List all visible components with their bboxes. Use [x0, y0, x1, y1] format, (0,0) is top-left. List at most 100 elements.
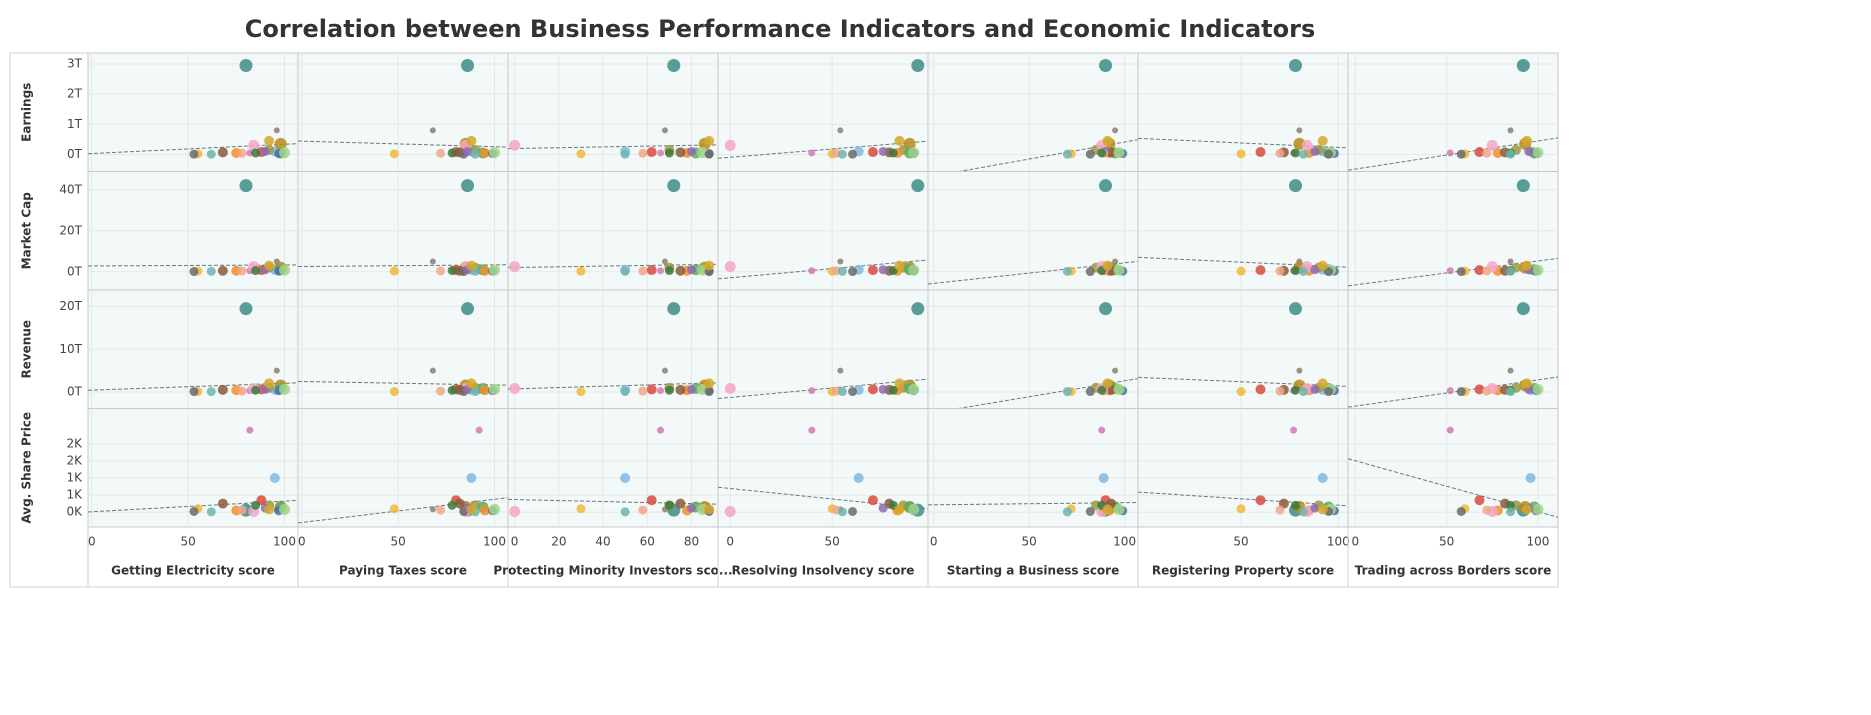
point — [436, 505, 446, 515]
point — [489, 383, 501, 395]
point — [704, 149, 714, 159]
point — [1506, 387, 1516, 397]
trend-line — [1138, 256, 1348, 268]
point — [1112, 258, 1119, 265]
trend-line — [508, 263, 718, 269]
point — [675, 147, 686, 158]
point — [1236, 504, 1246, 514]
point — [1446, 267, 1454, 275]
point — [436, 148, 446, 158]
point — [1102, 135, 1113, 146]
point — [704, 504, 715, 515]
point — [1255, 265, 1266, 276]
point — [638, 266, 648, 276]
point — [620, 507, 630, 517]
point — [848, 506, 858, 516]
point — [911, 302, 925, 316]
point — [264, 504, 275, 515]
point — [878, 384, 888, 394]
point — [246, 426, 254, 434]
x-tick-label: 50 — [1022, 535, 1037, 549]
panel — [297, 171, 509, 291]
point — [1236, 266, 1246, 276]
point — [1298, 149, 1308, 159]
point — [1102, 260, 1113, 271]
point — [470, 387, 480, 397]
point — [447, 385, 457, 395]
point — [1482, 148, 1492, 158]
point — [704, 387, 714, 397]
trend-line — [1138, 137, 1348, 149]
point — [1298, 387, 1308, 397]
point — [206, 507, 216, 517]
x-tick-label: 0 — [298, 535, 306, 549]
point — [704, 260, 715, 271]
point — [1099, 179, 1113, 193]
panel — [717, 289, 929, 409]
x-axis-title: Resolving Insolvency score — [732, 564, 915, 578]
chart-title: Correlation between Business Performance… — [245, 15, 1316, 43]
panel — [927, 52, 1139, 172]
point — [217, 384, 228, 395]
point — [475, 426, 483, 434]
point — [1236, 149, 1246, 159]
point — [461, 302, 475, 316]
point — [1098, 473, 1109, 483]
point — [837, 266, 847, 276]
x-axis-title: Paying Taxes score — [339, 564, 467, 578]
point — [1506, 500, 1516, 510]
trend-line — [718, 378, 928, 400]
point — [911, 59, 925, 73]
point — [217, 265, 228, 276]
point — [908, 147, 920, 159]
point — [479, 385, 490, 396]
point — [908, 503, 920, 515]
x-tick-label: 100 — [483, 535, 506, 549]
panel — [1137, 289, 1349, 409]
point — [1298, 507, 1308, 517]
point — [848, 267, 858, 277]
panel — [507, 171, 719, 291]
x-axis-title: Protecting Minority Investors sco... — [493, 564, 732, 578]
x-tick-label: 0 — [930, 535, 938, 549]
point — [704, 378, 715, 389]
row-label: Earnings — [20, 83, 34, 142]
point — [389, 266, 399, 276]
x-tick-label: 50 — [181, 535, 196, 549]
point — [1291, 148, 1300, 158]
point — [509, 139, 521, 151]
point — [894, 504, 905, 515]
point — [1310, 503, 1320, 513]
panel — [927, 171, 1139, 291]
point — [1516, 302, 1530, 316]
panel — [1137, 52, 1349, 172]
point — [724, 505, 736, 517]
point — [461, 59, 475, 73]
point — [1062, 507, 1072, 517]
panel — [87, 52, 299, 172]
x-tick-label: 60 — [640, 535, 655, 549]
point — [273, 367, 280, 374]
point — [1275, 266, 1285, 276]
point — [808, 426, 816, 434]
trend-line — [1138, 376, 1348, 387]
point — [878, 503, 888, 513]
point — [1310, 146, 1320, 156]
panel — [1347, 408, 1559, 528]
point — [1317, 260, 1328, 271]
point — [646, 384, 657, 395]
point — [1317, 504, 1328, 515]
point — [911, 179, 925, 193]
row-label: Market Cap — [20, 192, 34, 270]
point — [837, 507, 847, 517]
point — [657, 149, 665, 157]
point — [1310, 265, 1320, 275]
x-tick-label: 0 — [1351, 535, 1359, 549]
panel — [507, 408, 719, 528]
x-axis-title: Starting a Business score — [947, 564, 1119, 578]
point — [1521, 504, 1532, 515]
y-tick-label: 1T — [67, 117, 83, 131]
point — [279, 147, 291, 159]
x-tick-label: 50 — [391, 535, 406, 549]
y-tick-label: 0K — [66, 505, 83, 519]
